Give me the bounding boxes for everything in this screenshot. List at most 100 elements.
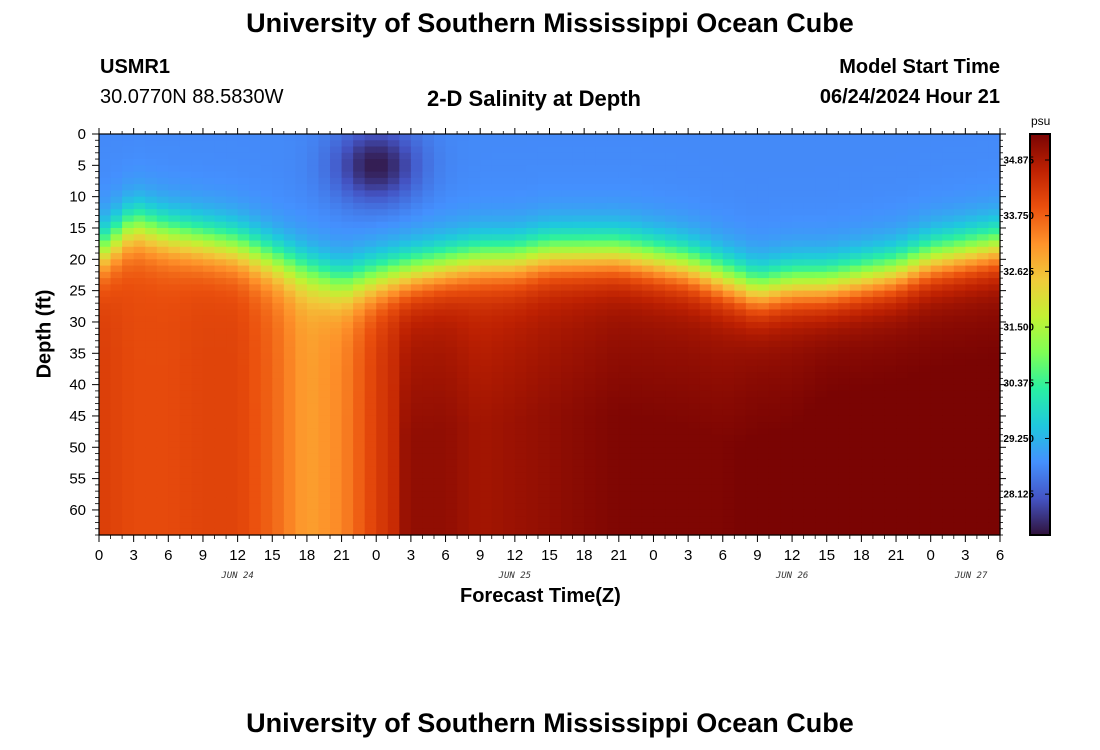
heatmap-cell xyxy=(711,415,724,423)
heatmap-cell xyxy=(202,234,216,242)
heatmap-cell xyxy=(745,234,759,242)
heatmap-cell xyxy=(457,209,470,217)
heatmap-cell xyxy=(364,177,377,185)
heatmap-cell xyxy=(688,221,701,229)
heatmap-cell xyxy=(353,278,366,285)
heatmap-cell xyxy=(665,528,678,536)
heatmap-cell xyxy=(584,209,597,217)
heatmap-cell xyxy=(861,290,874,298)
heatmap-cell xyxy=(399,441,412,448)
heatmap-cell xyxy=(907,472,920,480)
heatmap-cell xyxy=(272,253,285,260)
heatmap-cell xyxy=(503,415,516,423)
heatmap-cell xyxy=(526,303,539,311)
heatmap-cell xyxy=(191,415,204,423)
heatmap-cell xyxy=(930,503,943,511)
heatmap-cell xyxy=(630,278,643,285)
heatmap-cell xyxy=(780,466,793,473)
heatmap-cell xyxy=(237,497,250,505)
heatmap-cell xyxy=(665,359,678,367)
heatmap-cell xyxy=(688,271,701,279)
heatmap-cell xyxy=(930,372,943,379)
heatmap-cell xyxy=(122,171,135,179)
heatmap-cell xyxy=(872,271,886,279)
heatmap-cell xyxy=(156,284,169,292)
heatmap-cell xyxy=(572,234,585,242)
heatmap-cell xyxy=(376,284,389,292)
heatmap-cell xyxy=(364,146,377,154)
heatmap-cell xyxy=(330,227,343,235)
heatmap-cell xyxy=(364,278,377,285)
heatmap-cell xyxy=(757,190,770,198)
heatmap-cell xyxy=(457,227,470,235)
heatmap-cell xyxy=(376,140,389,148)
heatmap-cell xyxy=(757,403,770,411)
heatmap-cell xyxy=(341,240,354,248)
heatmap-cell xyxy=(919,378,932,386)
heatmap-cell xyxy=(179,478,193,486)
heatmap-cell xyxy=(272,190,285,198)
heatmap-cell xyxy=(156,328,169,336)
heatmap-cell xyxy=(387,240,400,248)
heatmap-cell xyxy=(838,453,851,461)
heatmap-cell xyxy=(768,497,782,505)
heatmap-cell xyxy=(792,253,805,260)
heatmap-cell xyxy=(988,134,1001,141)
heatmap-cell xyxy=(607,459,620,467)
heatmap-cell xyxy=(976,190,990,198)
heatmap-cell xyxy=(618,209,631,217)
heatmap-cell xyxy=(976,334,990,342)
heatmap-cell xyxy=(422,409,435,417)
heatmap-cell xyxy=(445,190,458,198)
heatmap-cell xyxy=(595,347,608,354)
heatmap-cell xyxy=(122,509,135,517)
heatmap-cell xyxy=(907,265,920,273)
heatmap-cell xyxy=(445,340,458,348)
heatmap-cell xyxy=(595,202,608,210)
heatmap-cell xyxy=(110,497,123,505)
heatmap-cell xyxy=(815,221,828,229)
heatmap-cell xyxy=(803,397,816,405)
heatmap-cell xyxy=(872,478,886,486)
heatmap-cell xyxy=(549,491,562,499)
heatmap-cell xyxy=(353,315,366,323)
heatmap-cell xyxy=(272,365,285,373)
heatmap-cell xyxy=(387,253,400,260)
heatmap-cell xyxy=(376,340,389,348)
heatmap-cell xyxy=(641,372,655,379)
heatmap-cell xyxy=(410,171,424,179)
heatmap-cell xyxy=(202,177,216,185)
heatmap-cell xyxy=(768,278,782,285)
heatmap-cell xyxy=(260,246,273,254)
heatmap-cell xyxy=(734,509,747,517)
heatmap-cell xyxy=(202,459,216,467)
heatmap-cell xyxy=(976,315,990,323)
heatmap-cell xyxy=(734,215,747,223)
heatmap-cell xyxy=(595,528,608,536)
heatmap-cell xyxy=(826,184,839,191)
heatmap-cell xyxy=(249,441,262,448)
heatmap-cell xyxy=(653,284,666,292)
heatmap-cell xyxy=(676,196,689,204)
heatmap-cell xyxy=(457,447,470,455)
heatmap-cell xyxy=(815,409,828,417)
heatmap-cell xyxy=(896,190,909,198)
heatmap-cell xyxy=(549,240,562,248)
heatmap-cell xyxy=(919,428,932,436)
heatmap-cell xyxy=(688,309,701,317)
heatmap-cell xyxy=(226,152,239,160)
heatmap-cell xyxy=(526,290,539,298)
heatmap-cell xyxy=(422,284,435,292)
heatmap-cell xyxy=(295,271,308,279)
heatmap-cell xyxy=(942,347,955,354)
heatmap-cell xyxy=(272,227,285,235)
heatmap-cell xyxy=(480,516,493,524)
heatmap-cell xyxy=(641,296,655,304)
heatmap-cell xyxy=(757,447,770,455)
heatmap-cell xyxy=(168,491,181,499)
heatmap-cell xyxy=(457,484,470,492)
heatmap-cell xyxy=(618,403,631,411)
heatmap-cell xyxy=(953,415,966,423)
heatmap-cell xyxy=(376,240,389,248)
heatmap-cell xyxy=(249,497,262,505)
